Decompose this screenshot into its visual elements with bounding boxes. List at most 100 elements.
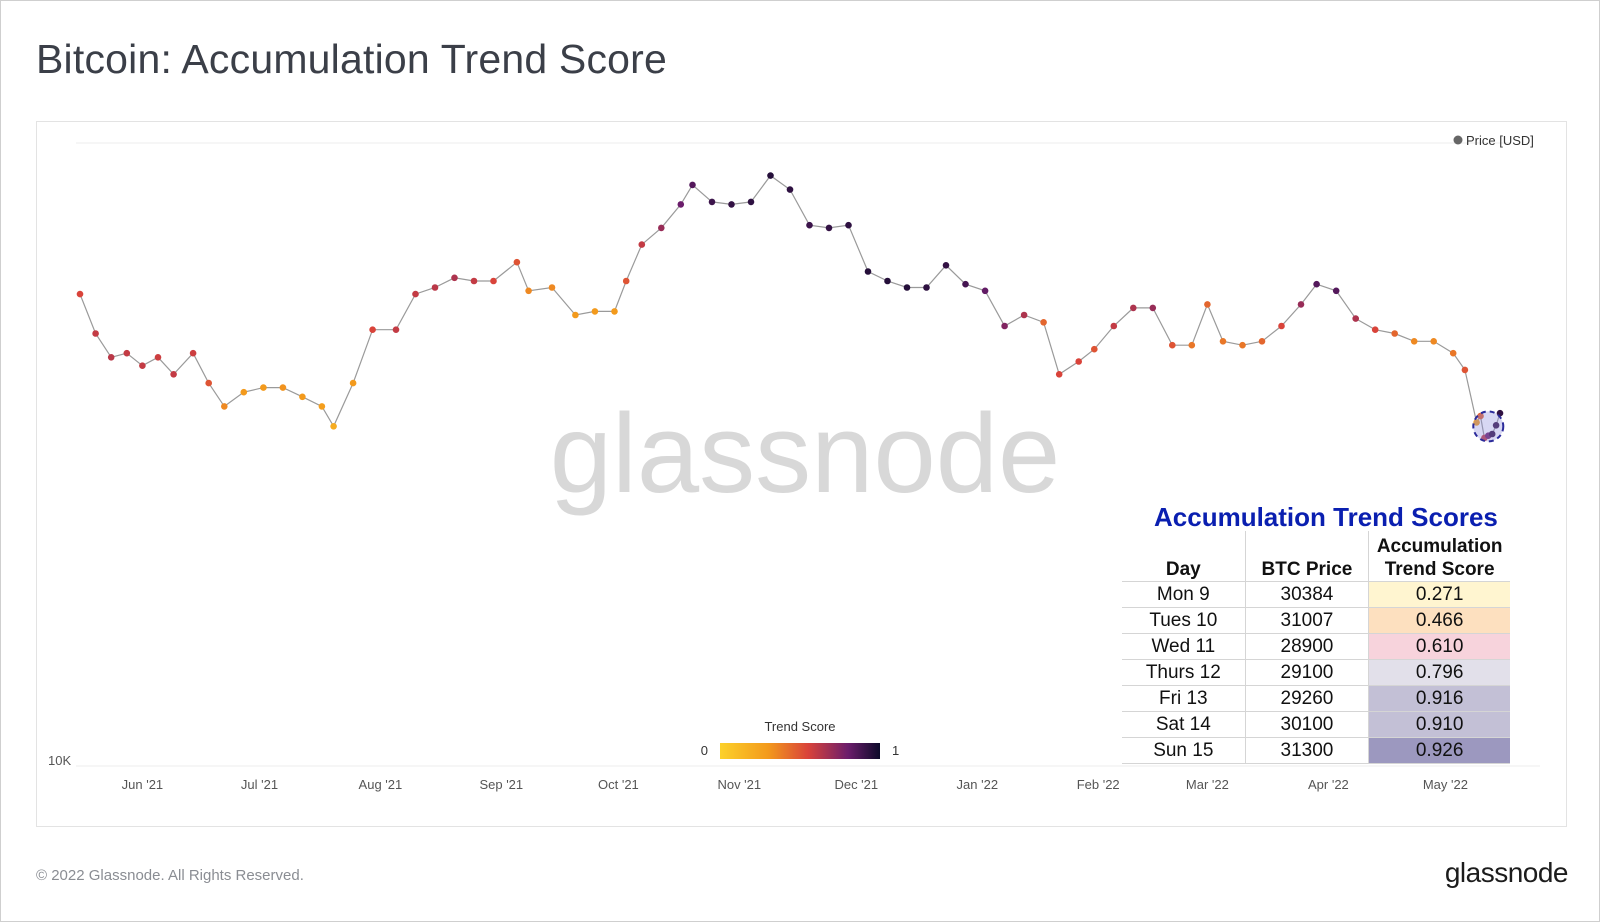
price-point <box>260 384 267 391</box>
price-point <box>525 287 532 295</box>
cell-score: 0.910 <box>1368 711 1510 738</box>
price-point <box>1239 341 1246 349</box>
price-point <box>747 198 755 206</box>
price-point <box>76 290 84 298</box>
price-point <box>1391 330 1398 337</box>
price-point <box>1219 338 1227 345</box>
cell-day: Tues 10 <box>1122 607 1246 634</box>
price-point <box>591 308 599 315</box>
price-point <box>962 280 969 288</box>
cell-price: 31007 <box>1245 607 1370 634</box>
price-point <box>1075 358 1082 365</box>
price-point <box>189 349 197 357</box>
price-point <box>170 371 177 378</box>
price-point <box>451 274 458 282</box>
x-tick-label: Nov '21 <box>717 777 761 792</box>
price-point <box>903 284 911 291</box>
scores-table: Day BTC Price Accumulation Trend Score M… <box>1122 531 1510 764</box>
price-point <box>1149 304 1157 312</box>
price-point <box>431 284 439 291</box>
legend-marker <box>1453 135 1463 145</box>
price-point <box>107 354 115 361</box>
price-point <box>1055 371 1063 378</box>
header-score-line2: Trend Score <box>1384 559 1495 580</box>
price-point <box>806 221 813 229</box>
price-point <box>864 268 872 275</box>
cell-day: Mon 9 <box>1122 581 1246 608</box>
price-point <box>1496 409 1504 417</box>
price-point <box>490 277 497 285</box>
price-point <box>205 379 212 387</box>
price-point <box>1473 419 1480 426</box>
page-title: Bitcoin: Accumulation Trend Score <box>36 36 668 82</box>
price-point <box>240 388 248 396</box>
price-point <box>1332 287 1340 295</box>
cell-price: 31300 <box>1245 737 1370 764</box>
price-point <box>677 201 685 208</box>
price-point <box>1169 341 1176 349</box>
price-point <box>1020 311 1028 319</box>
table-row: Fri 13 29260 0.916 <box>1122 685 1510 712</box>
x-tick-label: Apr '22 <box>1308 777 1349 792</box>
cell-day: Sun 15 <box>1122 737 1246 764</box>
scores-table-header: Day BTC Price Accumulation Trend Score <box>1122 531 1510 582</box>
price-point <box>942 262 950 269</box>
cell-day: Fri 13 <box>1122 685 1246 712</box>
legend-label: Price [USD] <box>1466 133 1534 148</box>
price-point <box>1130 304 1137 312</box>
price-point <box>1371 326 1379 334</box>
x-tick-label: Sep '21 <box>479 777 523 792</box>
price-point <box>825 224 833 232</box>
price-point <box>638 241 646 248</box>
price-point <box>1001 322 1008 330</box>
table-row: Thurs 12 29100 0.796 <box>1122 659 1510 686</box>
cell-day: Wed 11 <box>1122 633 1246 660</box>
price-point <box>1188 341 1196 349</box>
price-point <box>658 224 665 232</box>
cell-score: 0.916 <box>1368 685 1510 712</box>
price-point <box>221 403 228 410</box>
table-row: Wed 11 28900 0.610 <box>1122 633 1510 660</box>
price-point <box>1258 338 1266 345</box>
x-tick-label: Oct '21 <box>598 777 639 792</box>
cell-score: 0.271 <box>1368 581 1510 608</box>
watermark: glassnode <box>550 391 1061 516</box>
table-row: Sat 14 30100 0.910 <box>1122 711 1510 738</box>
cell-price: 29260 <box>1245 685 1370 712</box>
copyright: © 2022 Glassnode. All Rights Reserved. <box>36 867 304 884</box>
price-point <box>845 221 852 229</box>
cell-price: 30384 <box>1245 581 1370 608</box>
price-point <box>1449 349 1457 357</box>
cell-score: 0.926 <box>1368 737 1510 764</box>
table-row: Sun 15 31300 0.926 <box>1122 737 1510 764</box>
price-point <box>708 198 716 206</box>
price-point <box>1040 319 1047 326</box>
price-point <box>1488 430 1496 438</box>
cell-price: 30100 <box>1245 711 1370 738</box>
price-point <box>611 308 618 315</box>
price-point <box>981 287 989 295</box>
latest-week-highlight <box>1472 410 1505 443</box>
price-point <box>548 284 556 291</box>
x-tick-label: Mar '22 <box>1186 777 1229 792</box>
x-tick-label: Feb '22 <box>1077 777 1120 792</box>
price-point <box>1297 301 1305 308</box>
price-point <box>786 186 794 193</box>
price-point <box>1278 322 1285 330</box>
price-point <box>349 379 357 387</box>
cell-score: 0.610 <box>1368 633 1510 660</box>
price-point <box>1091 345 1098 353</box>
scores-table-title: Accumulation Trend Scores <box>1154 502 1498 532</box>
x-tick-label: May '22 <box>1423 777 1468 792</box>
price-point <box>154 354 162 361</box>
header-price: BTC Price <box>1245 531 1370 582</box>
header-score-line1: Accumulation <box>1376 536 1503 557</box>
cell-score: 0.466 <box>1368 607 1510 634</box>
table-row: Tues 10 31007 0.466 <box>1122 607 1510 634</box>
price-point <box>572 311 579 319</box>
price-point <box>92 330 99 337</box>
colorbar-title: Trend Score <box>764 719 835 734</box>
price-point <box>513 258 521 266</box>
header-score: Accumulation Trend Score <box>1368 531 1510 582</box>
cell-price: 29100 <box>1245 659 1370 686</box>
